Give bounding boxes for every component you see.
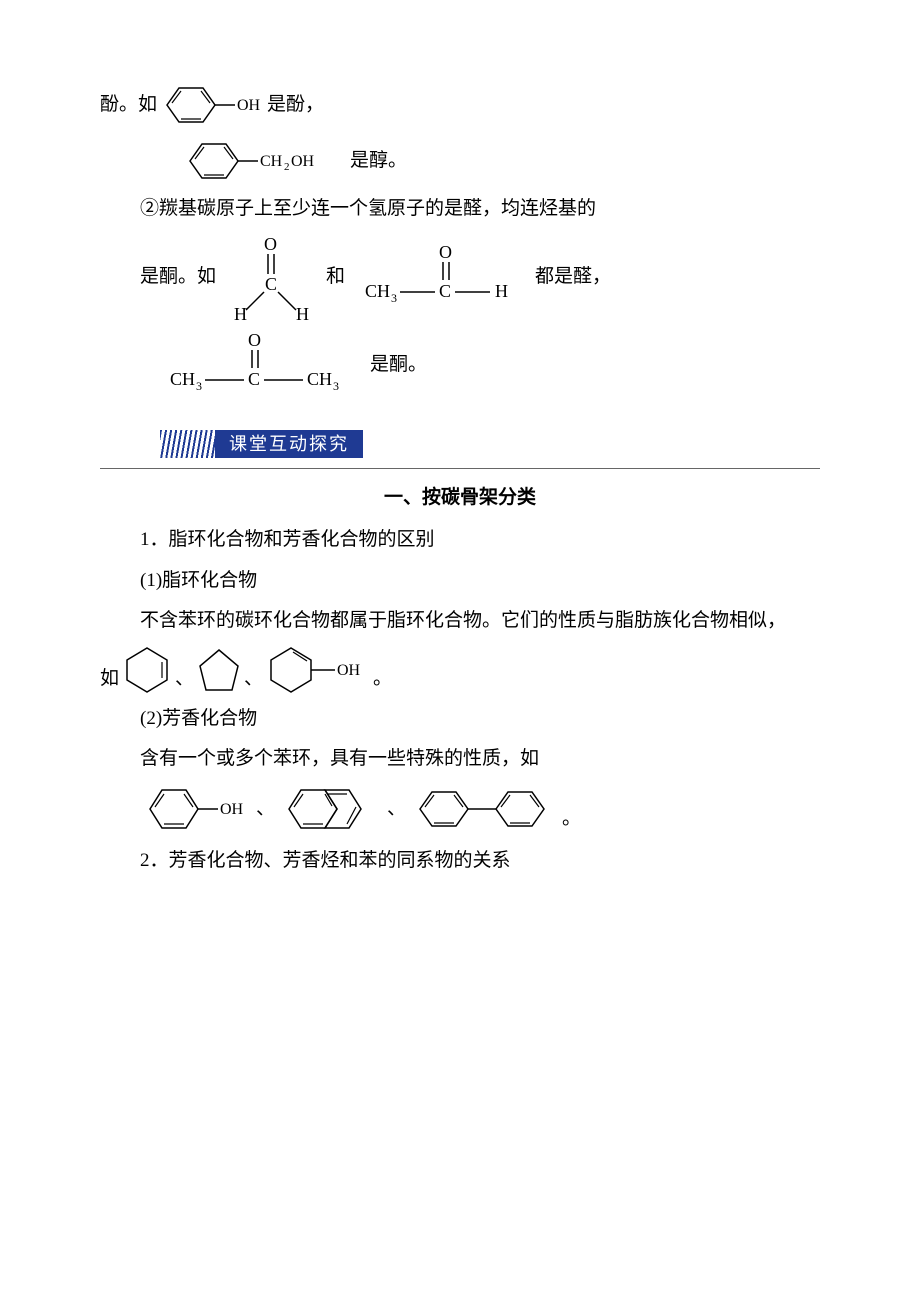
text: (2)芳香化合物 [140,702,257,736]
svg-text:3: 3 [391,291,397,305]
acetaldehyde-structure: O CH 3 C H [355,242,525,312]
aldehyde-ketone-intro: ②羰基碳原子上至少连一个氢原子的是醛，均连烃基的 [100,192,820,226]
svg-text:OH: OH [237,97,261,114]
text: 是酮。如 [140,260,216,294]
num: 2． [140,844,169,878]
biphenyl-icon [412,782,562,836]
text: 酚。如 [100,88,157,122]
cyclohexane-icon [119,644,175,696]
text: 。 [373,662,392,696]
section-divider [100,468,820,469]
svg-text:H: H [234,304,247,322]
text: ②羰基碳原子上至少连一个氢原子的是醛，均连烃基的 [140,192,596,226]
svg-text:C: C [439,281,451,301]
sep: 、 [175,662,194,696]
sep: 、 [256,792,275,826]
point-1-body1a: 不含苯环的碳环化合物都属于脂环化合物。它们的性质与脂肪族化合物相似， [100,604,820,638]
svg-text:CH: CH [365,281,390,301]
intro-line-2: CH 2 OH 是醇。 [100,136,820,186]
formaldehyde-structure: O C H H [226,232,316,322]
svg-text:3: 3 [196,379,202,393]
svg-text:CH: CH [260,153,283,170]
aromatic-examples: OH 、 、 [100,782,820,836]
sep: 、 [387,792,406,826]
svg-text:OH: OH [220,801,244,818]
text: 。 [562,802,581,836]
naphthalene-icon [281,782,381,836]
svg-text:2: 2 [284,161,290,173]
point-1-sub1: (1)脂环化合物 [100,564,820,598]
svg-text:C: C [265,274,277,294]
text: 是酚， [267,88,324,122]
svg-text:3: 3 [333,379,339,393]
svg-text:C: C [248,369,260,389]
svg-text:CH: CH [307,369,332,389]
title: 芳香化合物、芳香烃和苯的同系物的关系 [169,844,511,878]
point-1-sub2: (2)芳香化合物 [100,702,820,736]
text: 是酮。 [370,348,427,382]
point-1-body2a: 含有一个或多个苯环，具有一些特殊的性质，如 [100,742,820,776]
section-banner: 课堂互动探究 [160,430,820,458]
svg-text:OH: OH [337,662,361,679]
svg-text:O: O [439,242,452,262]
sep: 、 [244,662,263,696]
svg-text:H: H [296,304,309,322]
text: 和 [326,260,345,294]
text: (1)脂环化合物 [140,564,257,598]
svg-text:H: H [495,281,508,301]
page: 酚。如 OH 是酚， CH [0,0,920,1302]
svg-text:O: O [248,330,261,350]
point-1: 1． 脂环化合物和芳香化合物的区别 [100,523,820,557]
banner-label: 课堂互动探究 [215,430,363,458]
phenol-structure: OH [157,80,267,130]
text: 都是醛， [535,260,611,294]
svg-text:O: O [264,234,277,254]
num: 1． [140,523,169,557]
ketone-example-line: O CH 3 C CH 3 是酮。 [100,330,820,400]
cyclopentane-icon [194,644,244,696]
title: 脂环化合物和芳香化合物的区别 [169,523,435,557]
aldehyde-examples-line: 是酮。如 O C H H 和 O CH [100,232,820,322]
banner-hatch [160,430,215,458]
section1-heading: 一、按碳骨架分类 [100,481,820,515]
phenol-icon: OH [140,782,250,836]
intro-line-1: 酚。如 OH 是酚， [100,80,820,130]
text: 如 [100,662,119,696]
svg-text:OH: OH [291,153,315,170]
text: 是醇。 [350,144,407,178]
benzyl-alcohol-structure: CH 2 OH [180,136,350,186]
cyclohexenol-icon: OH [263,644,373,696]
text: 不含苯环的碳环化合物都属于脂环化合物。它们的性质与脂肪族化合物相似， [140,604,786,638]
alicyclic-examples: 如 、 、 OH 。 [100,644,820,696]
text: 含有一个或多个苯环，具有一些特殊的性质，如 [140,742,539,776]
svg-text:CH: CH [170,369,195,389]
acetone-structure: O CH 3 C CH 3 [160,330,360,400]
point-2: 2． 芳香化合物、芳香烃和苯的同系物的关系 [100,844,820,878]
